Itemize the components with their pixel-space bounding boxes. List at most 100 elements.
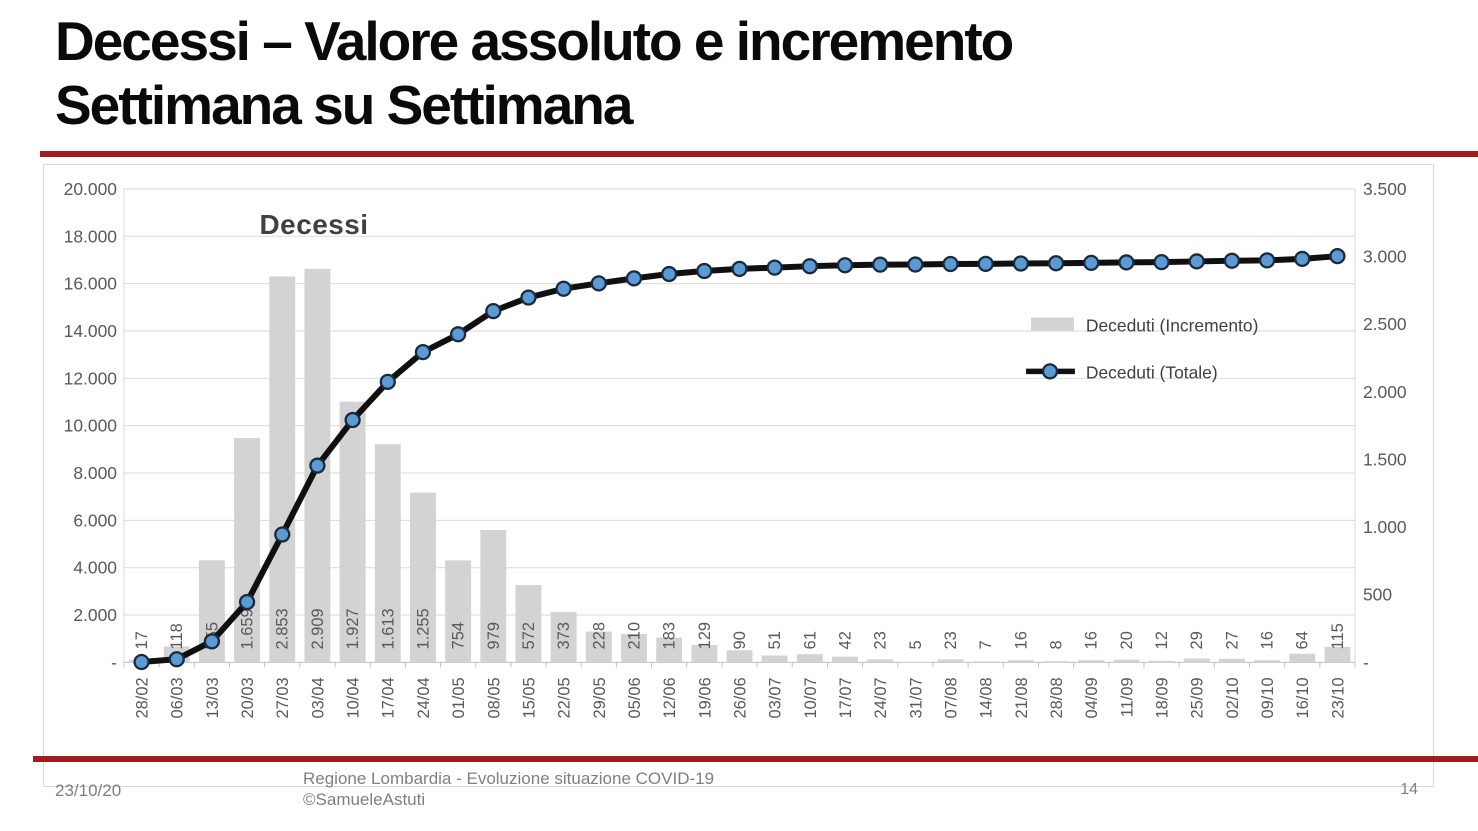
left-axis-label: 4.000 [73, 558, 117, 578]
bar-label: 210 [625, 622, 643, 649]
bar-label: 29 [1188, 631, 1206, 649]
x-tick-label: 26/06 [731, 677, 749, 718]
left-axis-label: 6.000 [73, 510, 117, 530]
title-divider [40, 151, 1478, 157]
bar-04-09 [1078, 660, 1105, 663]
bar-label: 16 [1012, 631, 1030, 649]
bar-08-05 [480, 529, 507, 663]
x-tick-label: 03/07 [767, 677, 785, 718]
line-marker-28-02 [133, 653, 150, 671]
line-marker-26-06 [731, 260, 748, 277]
bar-label: 5 [907, 640, 925, 649]
bar-10-04 [339, 401, 366, 663]
footer-credit-line1: Regione Lombardia - Evoluzione situazion… [303, 769, 715, 788]
x-tick-label: 24/04 [415, 677, 433, 718]
x-tick-label: 14/08 [978, 677, 996, 718]
page-number: 14 [1400, 781, 1418, 798]
bar-label: 1.613 [379, 608, 397, 649]
x-tick-label: 28/08 [1048, 677, 1066, 718]
line-marker-17-04 [379, 373, 396, 390]
right-axis-label: 3.500 [1363, 179, 1407, 199]
line-marker-18-09 [1153, 253, 1170, 271]
bar-label: 90 [731, 631, 749, 649]
x-tick-label: 22/05 [556, 677, 574, 718]
line-marker-01-05 [449, 326, 467, 343]
legend-label-incremento: Deceduti (Incremento) [1086, 315, 1259, 335]
left-axis-label: 14.000 [64, 321, 118, 341]
bar-19-06 [691, 644, 718, 663]
bar-label: 23 [942, 631, 960, 649]
x-tick-label: 08/05 [485, 677, 503, 718]
bar-26-06 [726, 650, 753, 663]
line-marker-10-07 [801, 258, 818, 275]
bar-25-09 [1183, 658, 1210, 663]
bar-label: 572 [520, 622, 538, 649]
right-axis-label: 2.500 [1363, 314, 1407, 334]
line-marker-15-05 [520, 289, 537, 306]
line-marker-11-09 [1118, 254, 1135, 271]
bar-label: 754 [450, 622, 468, 649]
bar-03-07 [761, 655, 788, 663]
bar-label: 51 [766, 631, 784, 649]
bar-17-04 [374, 444, 401, 663]
line-marker-27-03 [274, 526, 291, 543]
x-tick-label: 05/06 [626, 677, 644, 718]
bar-17-07 [832, 656, 858, 663]
right-axis-label: 1.500 [1363, 449, 1407, 469]
line-marker-03-04 [309, 457, 326, 474]
x-tick-label: 17/07 [837, 677, 855, 718]
line-marker-21-08 [1012, 255, 1030, 272]
bar-14-08 [972, 661, 999, 663]
slide-title-line2: Settimana su Settimana [55, 73, 633, 136]
x-tick-label: 12/06 [661, 677, 679, 718]
x-tick-label: 11/09 [1118, 677, 1136, 717]
x-tick-label: 18/09 [1154, 677, 1172, 718]
bar-22-05 [550, 611, 577, 663]
line-marker-08-05 [485, 302, 502, 320]
bar-label: 2.909 [309, 608, 327, 649]
bar-10-07 [796, 654, 823, 663]
bar-01-05 [445, 560, 472, 663]
right-axis-label: 1.000 [1363, 517, 1407, 537]
line-marker-22-05 [555, 280, 572, 297]
bar-29-05 [585, 631, 612, 663]
chart-title: Decessi [260, 209, 369, 240]
legend-marker-totale [1041, 363, 1059, 380]
bar-02-10 [1218, 658, 1245, 663]
x-tick-label: 07/08 [943, 677, 961, 718]
footer-credit: Regione Lombardia - Evoluzione situazion… [303, 768, 714, 810]
left-axis-label: 10.000 [64, 416, 118, 436]
bar-24-07 [867, 659, 894, 663]
line-marker-04-09 [1083, 254, 1100, 272]
right-axis-label: 500 [1363, 585, 1392, 605]
bar-label: 115 [1329, 623, 1347, 649]
line-marker-24-04 [414, 344, 432, 361]
right-axis-label: - [1363, 652, 1369, 672]
bar-28-08 [1043, 661, 1070, 663]
left-axis-label: - [111, 652, 117, 672]
x-tick-label: 01/05 [450, 677, 468, 718]
bar-label: 1.659 [239, 608, 257, 649]
bar-label: 228 [590, 622, 608, 649]
x-tick-label: 28/02 [134, 677, 152, 718]
slide-title-line1: Decessi – Valore assoluto e incremento [55, 10, 1014, 72]
x-tick-label: 17/04 [380, 677, 398, 718]
line-marker-24-07 [872, 256, 889, 273]
x-tick-label: 06/03 [169, 677, 187, 718]
bar-05-06 [621, 633, 647, 663]
bar-label: 20 [1118, 631, 1136, 649]
line-marker-13-03 [203, 633, 221, 650]
line-marker-23-10 [1329, 248, 1346, 265]
bar-label: 183 [661, 622, 679, 649]
line-marker-31-07 [907, 256, 924, 273]
bar-20-03 [234, 437, 261, 663]
bar-18-09 [1148, 660, 1175, 663]
line-marker-19-06 [696, 262, 713, 280]
bar-27-03 [269, 276, 296, 663]
right-axis-label: 2.000 [1363, 382, 1407, 402]
bar-label: 7 [977, 640, 995, 649]
bar-label: 64 [1294, 631, 1312, 649]
chart-frame: 171187551.6592.8532.9091.9271.6131.25575… [43, 164, 1434, 787]
bar-24-04 [409, 492, 436, 663]
line-marker-10-04 [344, 411, 361, 429]
